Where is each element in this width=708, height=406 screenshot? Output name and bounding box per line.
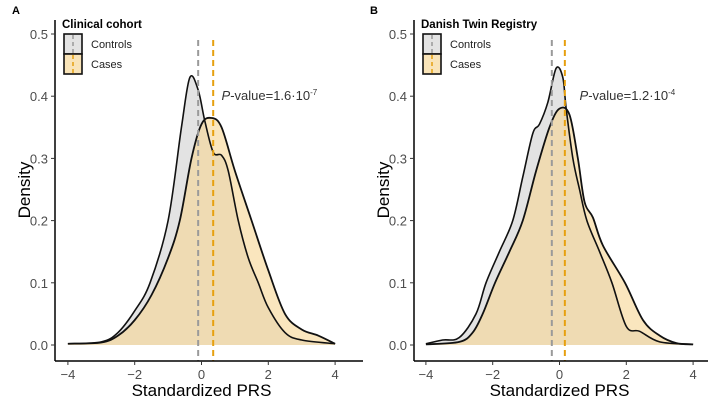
- x-tick-label: 2: [265, 367, 272, 382]
- y-tick-label: 0.2: [30, 214, 48, 229]
- density-line-controls: [67, 75, 336, 345]
- legend-label-cases: Cases: [450, 59, 482, 71]
- x-tick-label: 4: [689, 367, 696, 382]
- x-axis-title: Standardized PRS: [490, 381, 630, 400]
- x-tick-label: −2: [485, 367, 500, 382]
- p-value-annotation: P-value=1.2·10-4: [580, 88, 676, 103]
- panel-label: B: [370, 5, 378, 17]
- x-tick-label: −4: [60, 367, 75, 382]
- y-tick-label: 0.3: [30, 151, 48, 166]
- y-tick-label: 0.0: [389, 338, 407, 353]
- legend-label-controls: Controls: [91, 39, 132, 51]
- x-axis-title: Standardized PRS: [132, 381, 272, 400]
- legend-label-controls: Controls: [450, 39, 491, 51]
- density-area-cases: [425, 107, 694, 345]
- p-value-annotation: P-value=1.6·10-7: [222, 88, 318, 103]
- x-tick-label: 4: [331, 367, 338, 382]
- panel-b: B 0.0 0.1 0.2 0.3 0.4 0.5 −4 −2 0 2 4 Standardized P…: [370, 5, 708, 400]
- y-axis-title: Density: [15, 161, 34, 218]
- y-tick-label: 0.2: [389, 214, 407, 229]
- y-tick-label: 0.1: [30, 276, 48, 291]
- y-tick-label: 0.0: [30, 338, 48, 353]
- x-tick-label: −4: [418, 367, 433, 382]
- y-axis-title: Density: [374, 161, 393, 218]
- density-line-controls: [425, 66, 694, 346]
- y-tick-label: 0.4: [30, 89, 48, 104]
- y-tick-label: 0.5: [389, 27, 407, 42]
- x-tick-label: 0: [198, 367, 205, 382]
- panel-label: A: [12, 5, 20, 17]
- y-tick-label: 0.3: [389, 151, 407, 166]
- legend-title: Clinical cohort: [62, 19, 142, 31]
- y-tick-label: 0.4: [389, 89, 407, 104]
- panel-a: A 0.0 0.1 0.2 0.3 0.4 0.5 −4 −2 0 2 4 Standardized P…: [12, 5, 363, 400]
- density-line-cases: [67, 116, 336, 345]
- density-area-cases: [67, 117, 336, 345]
- x-tick-label: −2: [127, 367, 142, 382]
- legend-label-cases: Cases: [91, 59, 123, 71]
- density-line-cases: [425, 106, 694, 346]
- y-tick-label: 0.5: [30, 27, 48, 42]
- x-tick-label: 0: [556, 367, 563, 382]
- legend-title: Danish Twin Registry: [421, 19, 538, 31]
- x-tick-label: 2: [623, 367, 630, 382]
- y-tick-label: 0.1: [389, 276, 407, 291]
